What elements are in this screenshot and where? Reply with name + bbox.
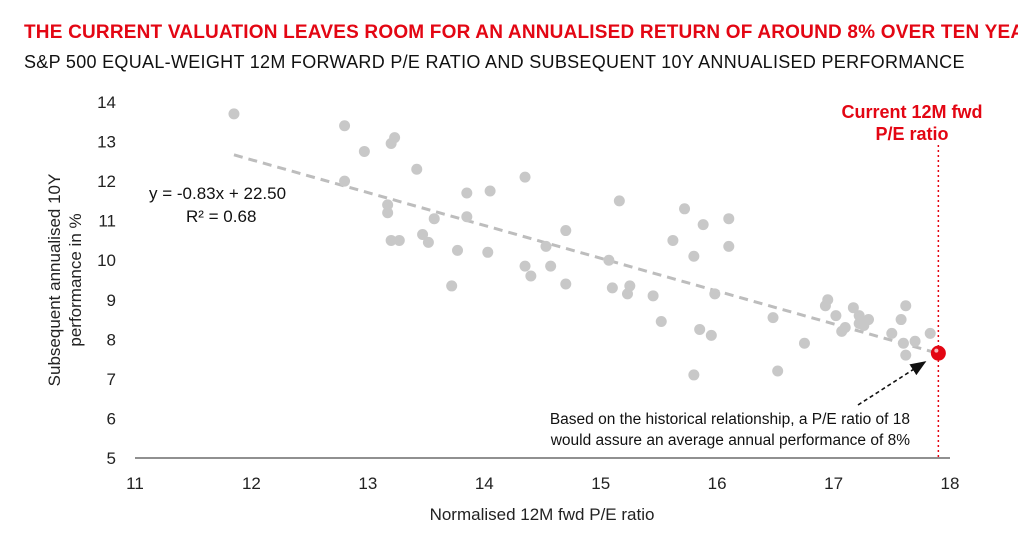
data-point [688,250,700,262]
y-tick-label: 7 [107,370,116,389]
data-point [417,229,429,241]
annotation-group: Current 12M fwd P/E ratio Based on the his… [550,102,983,458]
data-point [667,234,679,246]
y-tick-label: 10 [97,251,116,270]
data-point [545,260,557,272]
data-point [540,240,552,252]
data-point [382,207,394,219]
data-point [525,270,537,282]
data-point [560,225,572,237]
data-point [830,310,842,322]
data-point [382,199,394,211]
data-point [624,280,636,292]
x-tick-label: 16 [708,474,727,493]
data-point [847,302,859,314]
trendline-r2: R² = 0.68 [186,207,256,226]
data-point [694,323,706,335]
x-tick-label: 15 [591,474,610,493]
chart-subtitle: S&P 500 EQUAL-WEIGHT 12M FORWARD P/E RAT… [24,52,965,72]
data-point [519,260,531,272]
data-point [709,288,721,300]
data-point [428,213,440,225]
annotation-text: Based on the historical relationship, a … [550,411,911,449]
trendline-equation: y = -0.83x + 22.50 [149,184,286,203]
data-point [886,327,898,339]
y-tick-label: 5 [107,449,116,468]
data-point [853,310,865,322]
x-axis-label: Normalised 12M fwd P/E ratio [430,505,655,524]
trendline [233,153,945,357]
data-point [484,185,496,197]
data-point [461,187,473,199]
data-point [679,203,691,215]
trendline-group: y = -0.83x + 22.50 R² = 0.68 [149,153,945,357]
data-point [613,195,625,207]
x-tick-label: 11 [126,474,144,493]
chart-axes: 11 12 13 14 15 16 17 18 5 6 7 8 9 10 11 12 13 14 Normalise… [45,93,959,524]
data-point [519,171,531,183]
data-point [393,234,405,246]
data-point [655,316,667,328]
data-point [446,280,458,292]
data-point [385,234,397,246]
data-point [339,120,351,132]
data-point [606,282,618,294]
data-point [461,211,473,223]
current-pe-label: Current 12M fwd P/E ratio [841,102,982,144]
current-pe-point [930,345,946,361]
data-point [839,321,851,333]
data-point [452,244,464,256]
data-point [228,108,240,120]
data-point [900,349,912,361]
y-tick-label: 11 [98,212,116,231]
data-point [411,163,423,175]
chart-title: THE CURRENT VALUATION LEAVES ROOM FOR AN… [24,22,1018,43]
y-tick-label: 13 [97,133,116,152]
data-point [897,337,909,349]
data-point [647,290,659,302]
x-tick-label: 17 [824,474,843,493]
data-point [688,369,700,381]
y-tick-label: 12 [97,172,116,191]
x-tick-label: 14 [475,474,494,493]
data-point [697,219,709,231]
data-point [358,145,370,157]
data-point [798,337,810,349]
data-point [482,246,494,258]
y-tick-label: 6 [107,409,116,428]
data-point [723,240,735,252]
y-tick-label: 9 [107,291,116,310]
y-tick-label: 8 [107,330,116,349]
x-tick-label: 12 [242,474,261,493]
data-points [228,108,936,381]
data-point [339,175,351,187]
data-point [924,327,936,339]
data-point [863,314,874,326]
data-point [895,314,907,326]
data-point [822,294,834,306]
data-point [705,329,717,341]
data-point [723,213,735,225]
data-point [560,278,572,290]
annotation-arrow [857,361,927,406]
current-pe-point-highlight [934,348,939,353]
data-point [900,300,912,312]
data-point [909,335,921,347]
data-point [767,312,779,324]
y-tick-label: 14 [97,93,116,112]
y-axis-label: Subsequent annualised 10Y performance in … [45,174,85,387]
data-point [422,236,434,248]
x-tick-label: 18 [941,474,960,493]
data-point [603,254,615,266]
data-point [389,132,401,144]
x-tick-label: 13 [358,474,377,493]
data-point [772,365,784,377]
